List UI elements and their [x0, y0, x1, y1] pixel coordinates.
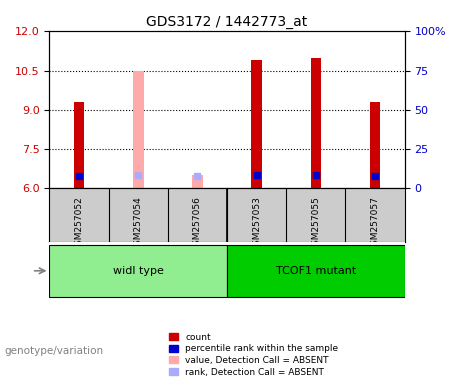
FancyBboxPatch shape [227, 245, 405, 297]
Text: genotype/variation: genotype/variation [5, 346, 104, 356]
Bar [251, 60, 262, 188]
Legend: count, percentile rank within the sample, value, Detection Call = ABSENT, rank, : count, percentile rank within the sample… [166, 330, 341, 379]
FancyBboxPatch shape [49, 245, 227, 297]
Title: GDS3172 / 1442773_at: GDS3172 / 1442773_at [147, 15, 307, 29]
Text: GSM257057: GSM257057 [371, 196, 379, 251]
Bar [74, 102, 84, 188]
Bar [311, 58, 321, 188]
Text: widl type: widl type [113, 266, 164, 276]
Text: GSM257052: GSM257052 [75, 196, 83, 251]
Bar [133, 71, 143, 188]
Bar [192, 175, 203, 188]
Text: TCOF1 mutant: TCOF1 mutant [276, 266, 356, 276]
Text: GSM257055: GSM257055 [311, 196, 320, 251]
Text: GSM257053: GSM257053 [252, 196, 261, 251]
Text: GSM257056: GSM257056 [193, 196, 202, 251]
Text: GSM257054: GSM257054 [134, 196, 143, 251]
Bar [370, 102, 380, 188]
